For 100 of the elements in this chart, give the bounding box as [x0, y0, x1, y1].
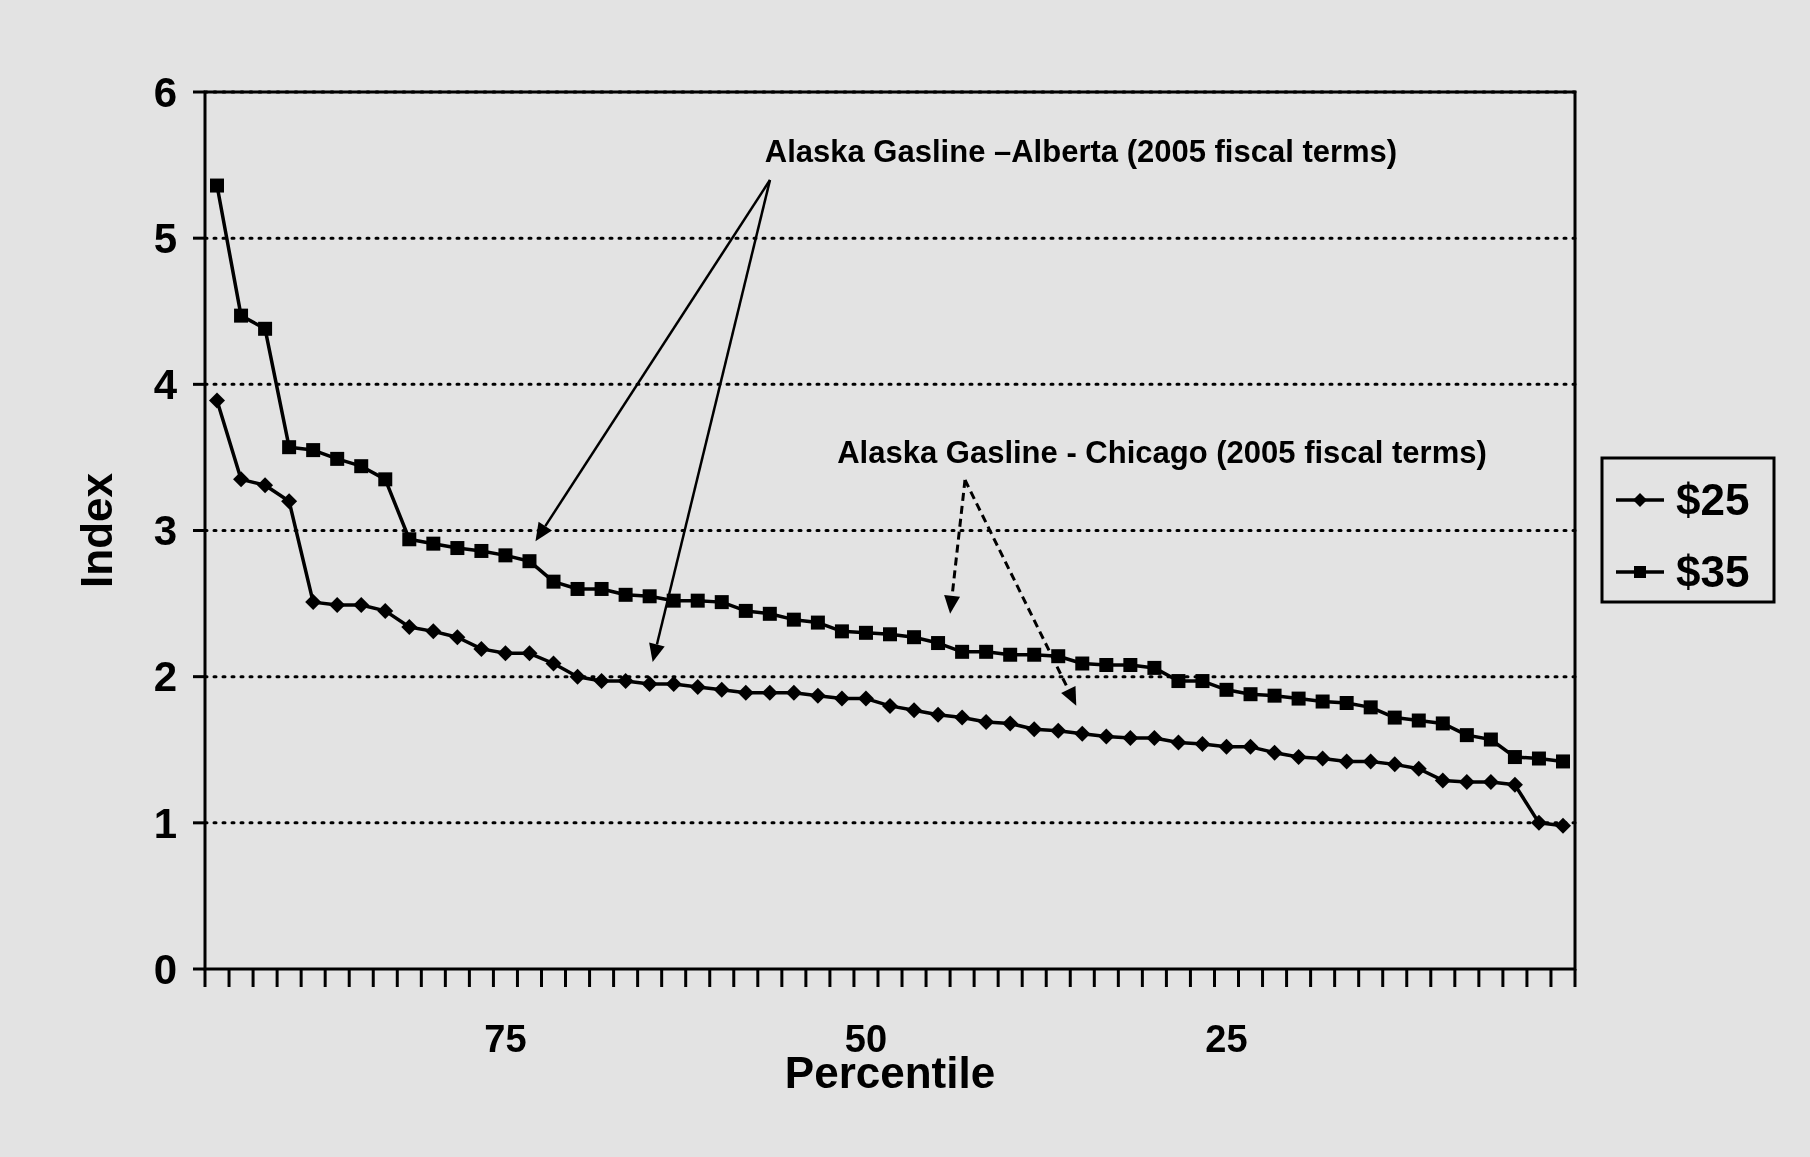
legend-label: $35	[1676, 547, 1750, 597]
point	[1291, 691, 1306, 706]
point	[618, 587, 633, 602]
point	[449, 629, 466, 646]
point	[1098, 728, 1115, 745]
legend-label: $25	[1676, 475, 1750, 525]
point	[426, 536, 441, 551]
point	[931, 636, 946, 651]
y-tick-label: 5	[153, 214, 177, 262]
point	[1195, 674, 1210, 689]
point	[979, 644, 994, 659]
point	[593, 673, 610, 690]
point	[882, 697, 898, 714]
point	[1242, 738, 1259, 755]
point	[450, 541, 465, 556]
point	[738, 603, 753, 618]
point	[1338, 753, 1355, 770]
point	[1483, 732, 1498, 747]
point	[1123, 657, 1138, 672]
point	[522, 554, 537, 569]
point	[546, 574, 561, 589]
point	[1243, 687, 1258, 702]
point	[1531, 751, 1546, 766]
point	[545, 655, 562, 672]
y-tick-label: 6	[153, 68, 177, 116]
y-tick-label: 0	[153, 945, 177, 993]
point	[907, 630, 922, 645]
point	[785, 684, 802, 701]
point	[497, 645, 514, 662]
point	[1219, 682, 1234, 697]
point	[1027, 647, 1042, 662]
point	[762, 606, 777, 621]
point	[1315, 694, 1330, 709]
point	[1339, 695, 1354, 710]
point	[642, 589, 657, 604]
y-tick-label: 1	[153, 799, 177, 847]
point	[1362, 753, 1379, 770]
point	[1050, 722, 1067, 739]
point	[425, 623, 442, 640]
point	[473, 640, 490, 657]
point	[234, 308, 249, 323]
point	[353, 597, 370, 614]
point	[1194, 735, 1211, 752]
point	[1411, 713, 1426, 728]
point	[978, 713, 995, 730]
point	[1266, 744, 1283, 761]
point	[474, 543, 489, 558]
point	[857, 690, 874, 707]
point	[1507, 750, 1522, 765]
point	[689, 678, 706, 695]
point	[1003, 647, 1018, 662]
point	[521, 645, 538, 662]
x-tick-label: 25	[1205, 1018, 1248, 1060]
point	[713, 681, 730, 698]
point	[1147, 660, 1162, 675]
y-tick-label: 2	[153, 653, 177, 701]
point	[330, 451, 345, 466]
point	[1170, 734, 1187, 751]
point	[954, 709, 971, 726]
point	[1026, 721, 1043, 738]
point	[714, 595, 729, 610]
annotation: Alaska Gasline –Alberta (2005 fiscal terms)	[764, 134, 1398, 169]
point	[930, 706, 947, 723]
point	[1218, 738, 1235, 755]
y-tick-label: 4	[153, 361, 178, 409]
y-axis-title: Index	[72, 472, 121, 588]
point	[1410, 760, 1427, 777]
point	[1074, 725, 1091, 742]
point	[306, 443, 321, 458]
annotation: Alaska Gasline - Chicago (2005 fiscal terms)	[837, 435, 1487, 470]
point	[1555, 754, 1570, 769]
point	[378, 472, 393, 487]
point	[1146, 730, 1163, 747]
point	[282, 440, 297, 455]
point	[761, 684, 778, 701]
point	[834, 624, 849, 639]
point	[498, 548, 513, 563]
point	[1387, 710, 1402, 725]
point	[1267, 688, 1282, 703]
point	[209, 392, 226, 409]
point	[569, 668, 586, 685]
point	[1506, 776, 1523, 793]
point	[786, 612, 801, 627]
y-tick-label: 3	[153, 507, 177, 555]
x-tick-label: 75	[484, 1018, 527, 1060]
point	[858, 625, 873, 640]
point	[1290, 749, 1307, 766]
point	[1075, 656, 1090, 671]
point	[210, 178, 225, 193]
point	[1458, 773, 1475, 790]
point	[906, 702, 923, 719]
point	[377, 602, 394, 619]
point	[955, 644, 970, 659]
point	[1459, 728, 1474, 743]
point	[401, 618, 418, 635]
point	[1314, 750, 1331, 767]
point	[1363, 700, 1378, 715]
point	[665, 675, 682, 692]
point	[594, 581, 609, 596]
point	[737, 684, 754, 701]
